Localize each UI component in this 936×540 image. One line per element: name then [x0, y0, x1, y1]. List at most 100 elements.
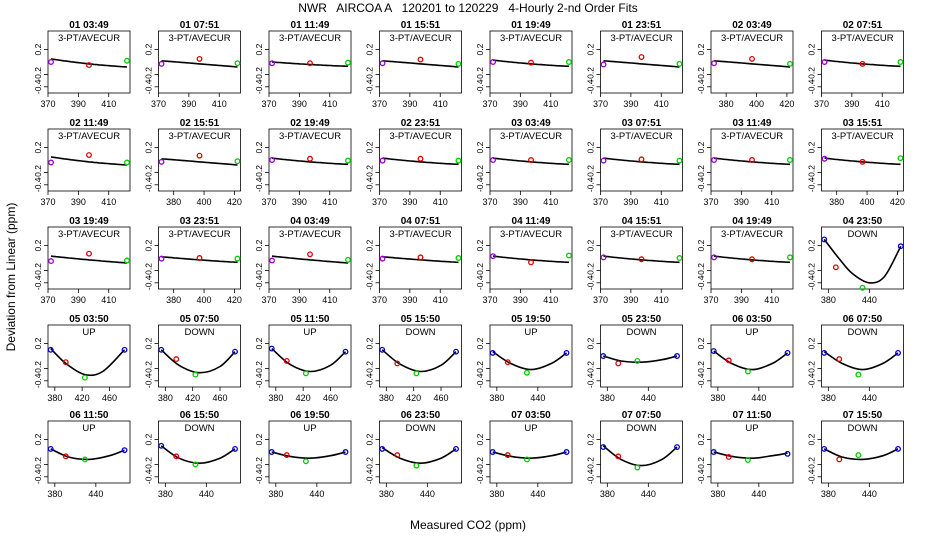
panel-title: 07 07:50 — [622, 410, 662, 421]
x-tick-label: 380 — [158, 489, 173, 499]
panel-frame — [47, 30, 131, 94]
data-point — [787, 254, 793, 261]
panel-frame — [710, 30, 794, 94]
data-point — [81, 374, 88, 381]
fit-curve — [161, 256, 238, 264]
y-tick-label: 0.2 — [33, 433, 43, 445]
y-tick-label: -0.4 — [586, 177, 596, 192]
panel-fit-label: DOWN — [626, 423, 656, 434]
data-point — [302, 458, 309, 465]
y-tick-label: -0.2 — [33, 361, 43, 376]
y-tick-label: 0.2 — [475, 141, 485, 153]
data-point — [744, 457, 751, 464]
y-tick-label: -0.2 — [33, 457, 43, 472]
x-tick-label: 390 — [292, 99, 307, 109]
data-point — [86, 152, 92, 158]
y-tick-label: -0.4 — [365, 373, 375, 388]
panel: 06 03:50 UP 0.2 -0.2-0.4 380 440 — [696, 314, 794, 403]
panel-frame — [379, 324, 462, 388]
x-tick-label: 410 — [101, 99, 116, 109]
y-tick-label: -0.4 — [696, 373, 706, 388]
y-tick-label: 0.2 — [254, 239, 264, 251]
data-point — [744, 368, 751, 375]
panel-fit-label: 3-PT/AVECUR — [279, 33, 341, 44]
x-tick-label: 420 — [227, 197, 242, 207]
data-point — [638, 54, 645, 60]
panel: 04 19:49 3-PT/AVECUR 0.2 -0.2-0.4 370 390 410 — [696, 216, 794, 305]
data-point — [634, 464, 641, 471]
y-tick-label: -0.2 — [807, 165, 817, 180]
data-point — [173, 356, 180, 363]
data-point — [455, 60, 462, 67]
x-tick-label: 370 — [372, 295, 387, 305]
y-tick-label: -0.4 — [586, 275, 596, 290]
data-point — [711, 60, 717, 67]
x-tick-label: 370 — [703, 295, 718, 305]
x-tick-label: 400 — [197, 197, 212, 207]
x-tick-label: 370 — [372, 99, 387, 109]
y-tick-label: -0.2 — [475, 263, 485, 278]
x-tick-label: 410 — [654, 295, 669, 305]
x-tick-label: 380 — [166, 197, 181, 207]
data-point — [674, 444, 680, 450]
y-tick-label: -0.2 — [475, 457, 485, 472]
panel-frame — [268, 226, 352, 290]
y-tick-label: -0.4 — [33, 79, 43, 94]
data-point — [615, 360, 622, 367]
data-point — [489, 449, 496, 455]
data-point — [836, 456, 843, 463]
y-tick-label: 0.2 — [807, 433, 817, 445]
panel-title: 06 23:50 — [401, 410, 441, 421]
data-point — [234, 60, 241, 67]
x-tick-label: 390 — [734, 197, 749, 207]
x-tick-label: 460 — [323, 393, 338, 403]
x-tick-label: 440 — [199, 489, 214, 499]
x-tick-label: 380 — [166, 295, 181, 305]
data-point — [600, 444, 607, 450]
data-point — [859, 158, 866, 165]
panel-fit-label: 3-PT/AVECUR — [389, 229, 451, 240]
fit-curve — [271, 451, 346, 460]
data-point — [86, 62, 92, 69]
data-point — [528, 59, 534, 66]
panel-frame — [489, 30, 573, 94]
data-point — [855, 371, 862, 378]
x-tick-label: 410 — [212, 99, 227, 109]
x-tick-label: 390 — [734, 295, 749, 305]
data-point — [345, 256, 351, 263]
data-point — [121, 447, 128, 454]
data-point — [158, 60, 165, 67]
panel: 03 03:49 3-PT/AVECUR 0.2 -0.2-0.4 370 390 410 — [475, 118, 573, 207]
data-point — [784, 349, 791, 356]
y-tick-label: -0.4 — [807, 177, 817, 192]
data-point — [158, 158, 165, 165]
x-tick-label: 380 — [821, 489, 836, 499]
data-point — [566, 157, 572, 163]
panel-frame — [379, 128, 462, 192]
data-point — [283, 358, 290, 364]
panel: 07 07:50 DOWN 0.2 -0.2-0.4 380 440 — [586, 410, 683, 499]
fit-curve — [492, 59, 570, 68]
x-tick-label: 410 — [654, 197, 669, 207]
panel: 02 07:51 3-PT/AVECUR 0.2 -0.2-0.4 370 390 410 — [807, 20, 904, 109]
fit-curve — [271, 61, 349, 68]
fit-curve — [713, 60, 791, 68]
y-tick-label: -0.4 — [33, 469, 43, 484]
y-tick-label: -0.2 — [586, 165, 596, 180]
panel-fit-label: UP — [303, 327, 316, 338]
data-point — [173, 453, 180, 460]
panel: 01 03:49 3-PT/AVECUR 0.2 -0.2-0.4 370 390 410 — [33, 20, 131, 109]
y-tick-label: -0.4 — [33, 177, 43, 192]
panel-fit-label: 3-PT/AVECUR — [389, 131, 451, 142]
x-tick-label: 440 — [420, 489, 435, 499]
y-tick-label: -0.4 — [807, 373, 817, 388]
y-tick-label: -0.2 — [696, 67, 706, 82]
panel-title: 03 11:49 — [733, 118, 772, 129]
panel-title: 05 11:50 — [291, 314, 330, 325]
data-point — [232, 348, 238, 355]
y-tick-label: 0.2 — [586, 43, 596, 55]
y-tick-label: -0.2 — [365, 263, 375, 278]
y-tick-label: 0.2 — [696, 239, 706, 251]
panel-fit-label: 3-PT/AVECUR — [721, 229, 783, 240]
panel-fit-label: UP — [82, 327, 95, 338]
